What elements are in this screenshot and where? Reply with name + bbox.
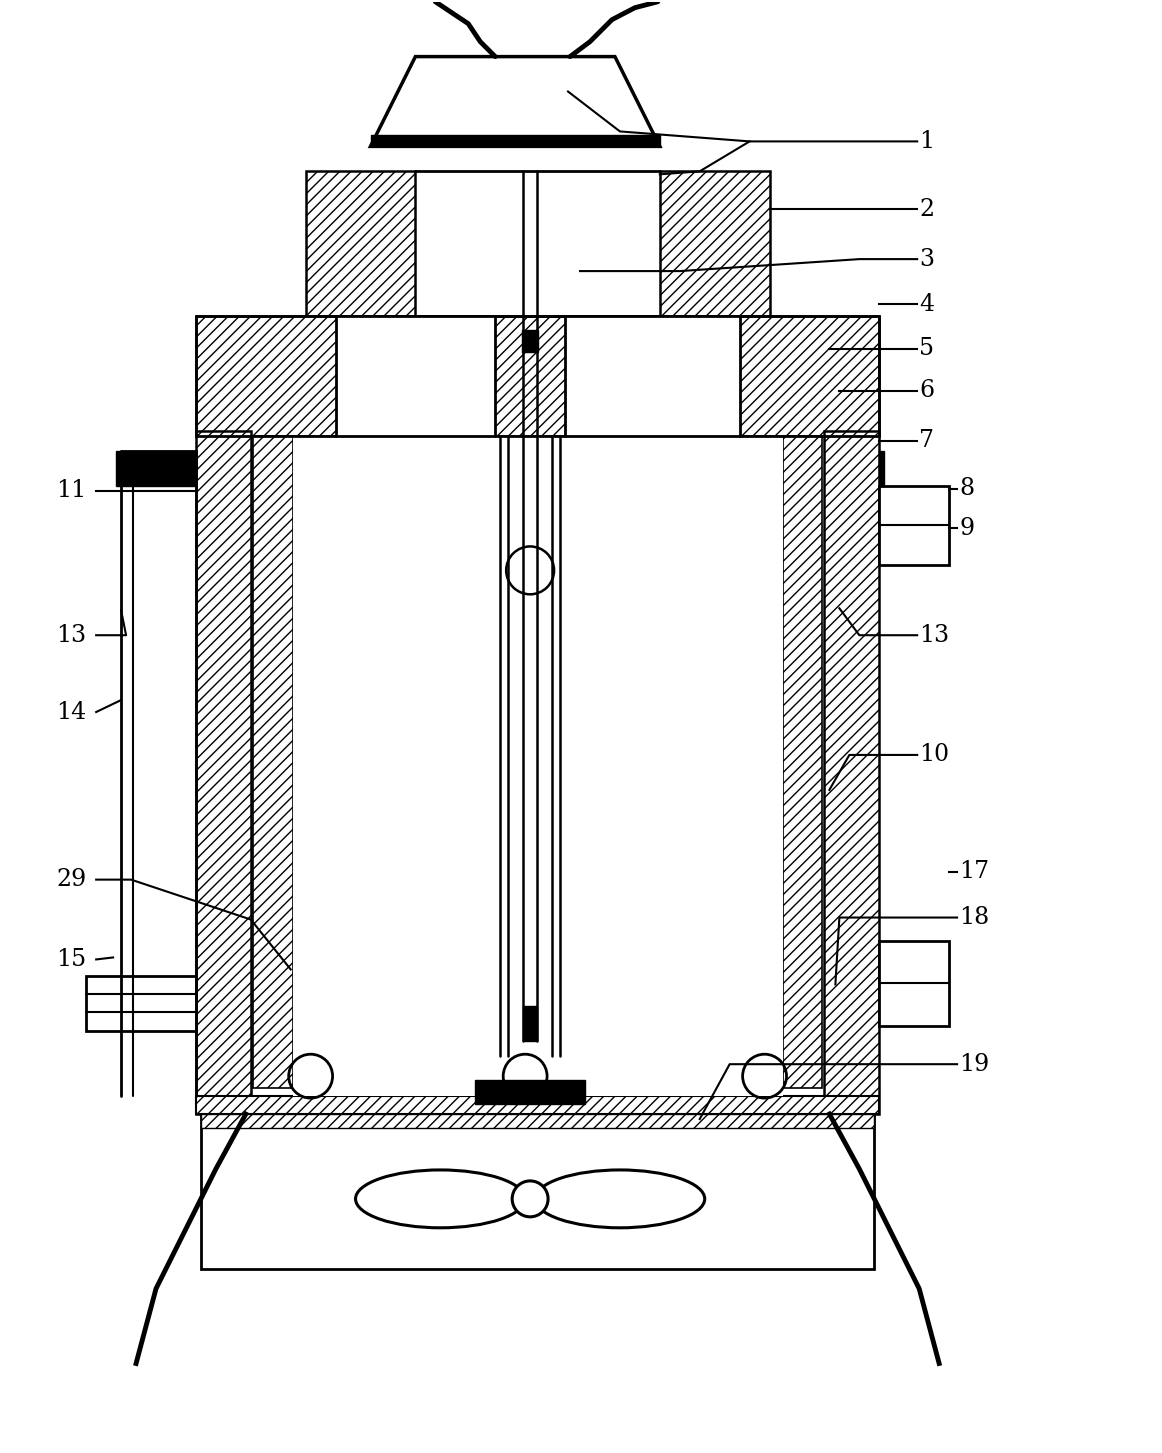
Text: 10: 10 xyxy=(919,744,949,766)
Polygon shape xyxy=(523,1007,537,1042)
Text: 6: 6 xyxy=(919,379,934,402)
Text: 3: 3 xyxy=(919,247,934,270)
Bar xyxy=(201,1114,874,1128)
Polygon shape xyxy=(522,330,538,352)
Text: 15: 15 xyxy=(56,947,86,971)
Bar xyxy=(253,436,293,1088)
Bar xyxy=(306,171,415,315)
Text: 7: 7 xyxy=(919,429,934,452)
Bar xyxy=(660,171,769,315)
Text: 8: 8 xyxy=(959,477,974,500)
Text: 4: 4 xyxy=(919,292,934,315)
Polygon shape xyxy=(880,450,884,485)
Polygon shape xyxy=(371,135,660,147)
Bar xyxy=(824,430,880,1114)
Polygon shape xyxy=(371,57,660,147)
Polygon shape xyxy=(116,450,196,485)
Bar xyxy=(565,315,740,436)
Polygon shape xyxy=(475,1080,584,1104)
Text: 18: 18 xyxy=(959,907,989,928)
Bar xyxy=(293,436,782,1096)
Bar xyxy=(196,1096,880,1114)
Text: 2: 2 xyxy=(919,198,934,221)
Text: 29: 29 xyxy=(56,867,86,891)
Ellipse shape xyxy=(512,1181,548,1216)
Bar xyxy=(336,315,495,436)
Bar xyxy=(880,485,949,565)
Text: 9: 9 xyxy=(959,517,974,541)
Text: 14: 14 xyxy=(56,700,86,724)
Bar xyxy=(196,315,880,436)
Text: 19: 19 xyxy=(959,1052,989,1075)
Text: 13: 13 xyxy=(56,623,86,647)
Text: 17: 17 xyxy=(959,860,989,883)
Text: 5: 5 xyxy=(919,337,934,360)
Text: 11: 11 xyxy=(56,479,86,503)
Bar xyxy=(782,436,823,1088)
Bar xyxy=(201,1114,874,1268)
Bar xyxy=(880,942,949,1026)
Text: 13: 13 xyxy=(919,623,949,647)
Bar xyxy=(86,976,196,1032)
Text: 1: 1 xyxy=(919,129,934,153)
Bar xyxy=(196,430,251,1114)
